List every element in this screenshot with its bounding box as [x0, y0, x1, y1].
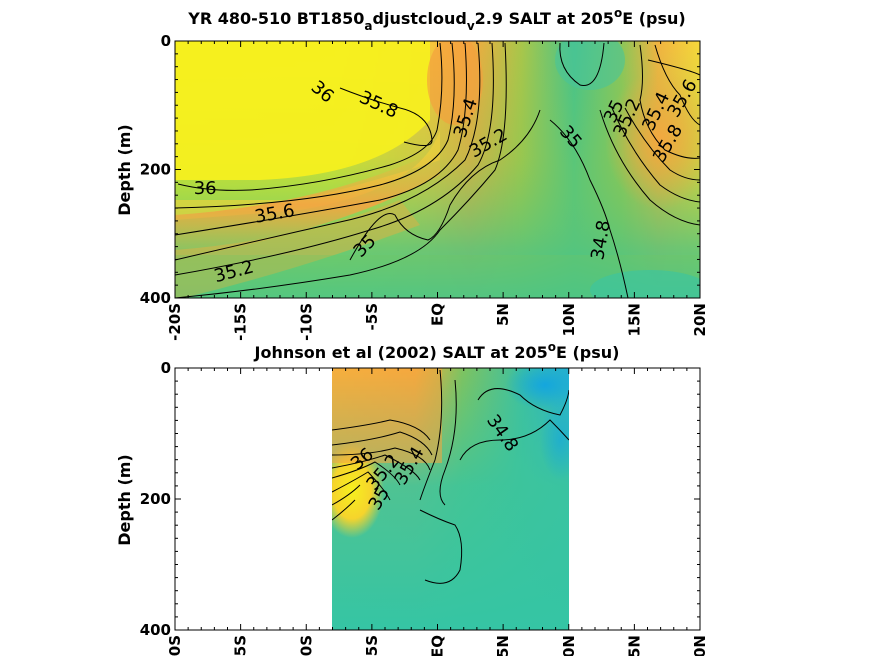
bottom-y-axis-label: Depth (m)	[115, 454, 134, 546]
bottom-salinity-field	[332, 368, 569, 630]
top-panel: YR 480-510 BT1850adjustcloudv2.9 SALT at…	[115, 6, 709, 341]
x-tick-label: 20N	[691, 635, 709, 656]
x-tick-label: -5S	[363, 635, 381, 656]
top-salinity-field	[175, 41, 700, 298]
x-tick-label: 10N	[560, 635, 578, 656]
x-tick-label: -15S	[232, 303, 250, 341]
x-tick-label: 5N	[494, 303, 512, 326]
x-tick-label: -20S	[166, 303, 184, 341]
x-tick-label: -20S	[166, 635, 184, 656]
x-tick-label: 15N	[625, 303, 643, 336]
top-x-axis: -20S -15S -10S -5S EQ 5N 10N 15N 20N	[166, 41, 709, 341]
bottom-panel-title: Johnson et al (2002) SALT at 205oE (psu)	[254, 340, 620, 362]
x-tick-label: -5S	[363, 303, 381, 330]
y-tick-label: 400	[140, 621, 171, 639]
y-tick-label: 0	[161, 32, 171, 50]
y-tick-label: 0	[161, 359, 171, 377]
x-tick-label: -10S	[297, 303, 315, 341]
x-tick-label: EQ	[429, 303, 447, 326]
x-tick-label: EQ	[429, 635, 447, 656]
x-tick-label: -15S	[232, 635, 250, 656]
y-tick-label: 200	[140, 490, 171, 508]
y-tick-label: 400	[140, 289, 171, 307]
bottom-y-axis: 0 200 400	[140, 359, 700, 639]
top-panel-title: YR 480-510 BT1850adjustcloudv2.9 SALT at…	[187, 6, 685, 33]
y-tick-label: 200	[140, 161, 171, 179]
top-y-axis: 0 200 400	[140, 32, 700, 307]
x-tick-label: 20N	[691, 303, 709, 336]
x-tick-label: -10S	[297, 635, 315, 656]
bottom-panel: Johnson et al (2002) SALT at 205oE (psu)	[115, 340, 709, 656]
x-tick-label: 15N	[625, 635, 643, 656]
x-tick-label: 10N	[560, 303, 578, 336]
contour-label: 36	[194, 178, 217, 199]
bottom-x-axis: -20S -15S -10S -5S EQ 5N 10N 15N 20N	[166, 368, 709, 656]
x-tick-label: 5N	[494, 635, 512, 656]
top-y-axis-label: Depth (m)	[115, 124, 134, 216]
